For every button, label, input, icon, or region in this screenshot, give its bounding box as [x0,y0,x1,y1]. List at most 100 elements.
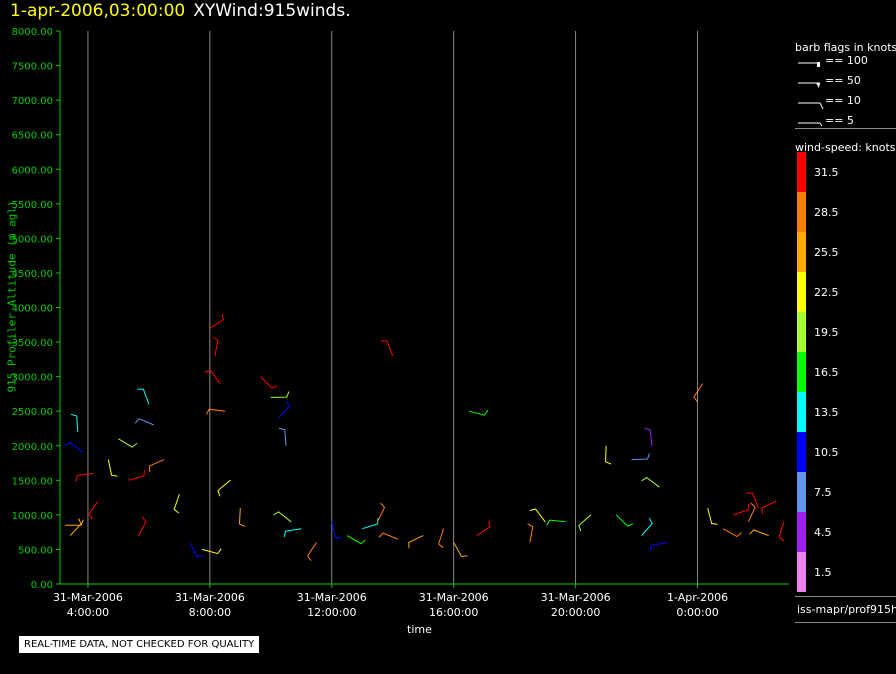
wind-barb [283,528,302,538]
speed-legend-label: 22.5 [814,286,839,299]
y-tick-labels: 0.00 500.00 1000.00 1500.00 2000.00 2500.00 30… [12,27,60,591]
wind-barb [453,542,468,558]
wind-barb [378,532,398,540]
y-tick-label: 4000.00 [12,304,53,315]
speed-swatch [797,392,806,432]
x-tick-label-date: 31-Mar-2006 [419,591,489,604]
wind-barb [527,523,534,543]
wind-barb [217,479,231,497]
wind-barb [722,528,742,538]
wind-barb [641,517,653,536]
chart-title: 1-apr-2006,03:00:00 XYWind:915winds. [10,1,351,21]
speed-legend-label: 16.5 [814,366,839,379]
wind-barb [189,542,204,558]
wind-barb [746,492,759,509]
barb-legend-label: == 10 [825,94,861,107]
speed-legend-label: 1.5 [814,566,832,579]
wind-barb [238,507,246,527]
y-tick-label: 7000.00 [12,96,53,107]
wind-barb [707,507,718,525]
y-tick-label: 2500.00 [12,407,53,418]
y-tick-label: 1000.00 [12,511,53,522]
wind-barb [69,518,82,536]
wind-barb [209,313,224,329]
y-tick-label: 3500.00 [12,338,53,349]
wind-barb [615,514,634,527]
wind-barb [747,502,756,523]
wind-barb [377,502,386,523]
wind-barb [749,529,769,537]
wind-barb [278,400,290,419]
barb-legend-label: == 5 [825,114,854,127]
x-tick-label-date: 31-Mar-2006 [53,591,123,604]
wind-barb [529,508,546,523]
x-tick-label-time: 20:00:00 [551,606,600,619]
wind-barb [278,427,287,446]
wind-barb [118,438,138,448]
speed-swatch [797,552,806,592]
wind-barb [134,418,155,426]
speed-swatch [797,512,806,552]
y-tick-label: 2000.00 [12,442,53,453]
x-tick-label-time: 4:00:00 [67,606,109,619]
speed-legend-label: 10.5 [814,446,839,459]
x-tick-label-date: 31-Mar-2006 [297,591,367,604]
x-tick-label-time: 8:00:00 [189,606,231,619]
speed-swatch [797,152,806,192]
wind-barb [204,370,221,384]
speed-swatch [797,352,806,392]
wind-barb [408,535,424,549]
speed-swatch [797,232,806,272]
y-tick-label: 3000.00 [12,373,53,384]
wind-barb [88,500,99,520]
barb-symbol-half [819,122,823,127]
y-tick-label: 5500.00 [12,200,53,211]
wind-barb [128,469,145,481]
speed-legend-label: 19.5 [814,326,839,339]
x-tick-labels: 31-Mar-2006 4:00:00 31-Mar-2006 8:00:00 31-M… [53,584,728,619]
barb-symbol-flag [817,62,820,67]
axes [59,31,789,585]
wind-barb [107,459,118,477]
vertical-grid [87,31,698,584]
wind-barb [306,542,317,561]
speed-legend-label: 28.5 [814,206,839,219]
speed-legend-label: 25.5 [814,246,839,259]
chart-name: XYWind:915winds. [193,1,351,21]
wind-barb [138,516,147,536]
y-tick-label: 1500.00 [12,476,53,487]
x-tick-label-time: 0:00:00 [676,606,718,619]
wind-barb [778,521,785,542]
wind-barb [64,441,84,454]
wind-barb [202,548,222,555]
barb-symbol-full [819,102,824,110]
x-tick-label-date: 1-Apr-2006 [667,591,728,604]
speed-legend: 31.5 28.5 25.5 22.5 19.5 16.5 13.5 10.5 7.5 4.5 1.… [797,152,839,592]
x-axis-label: time [407,623,432,636]
y-tick-label: 7500.00 [12,62,53,73]
wind-barb [578,514,592,532]
speed-swatch [797,472,806,512]
x-tick-label-date: 31-Mar-2006 [541,591,611,604]
speed-legend-title: wind-speed: knots [795,141,896,154]
wind-barb [732,503,750,516]
barb-legend: == 100 == 50 == 10 == 5 [798,54,868,127]
wind-barb [380,340,394,357]
barb-symbol-triangle [816,83,820,88]
y-tick-label: 8000.00 [12,27,53,38]
speed-swatch [797,312,806,352]
wind-barb [631,453,650,461]
wind-barb [260,376,278,389]
legend-divider [795,128,896,129]
wind-barb [641,476,660,488]
speed-swatch [797,432,806,472]
wind-barb [205,408,226,415]
x-tick-label-date: 31-Mar-2006 [175,591,245,604]
wind-barb [761,500,777,515]
speed-legend-label: 31.5 [814,166,839,179]
wind-barb [148,459,165,473]
barb-legend-label: == 50 [825,74,861,87]
speed-legend-label: 7.5 [814,486,832,499]
speed-legend-label: 4.5 [814,526,832,539]
